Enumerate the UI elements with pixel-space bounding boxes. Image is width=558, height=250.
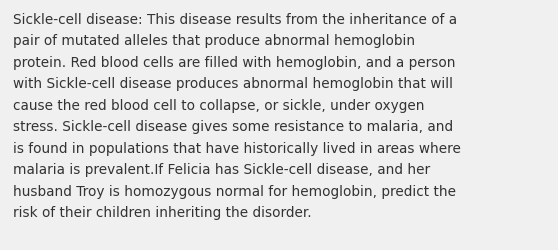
Text: protein. Red blood cells are filled with hemoglobin, and a person: protein. Red blood cells are filled with…	[13, 56, 455, 70]
Text: malaria is prevalent.If Felicia has Sickle-cell disease, and her: malaria is prevalent.If Felicia has Sick…	[13, 163, 430, 177]
Text: stress. Sickle-cell disease gives some resistance to malaria, and: stress. Sickle-cell disease gives some r…	[13, 120, 453, 134]
Text: husband Troy is homozygous normal for hemoglobin, predict the: husband Troy is homozygous normal for he…	[13, 184, 456, 198]
Text: cause the red blood cell to collapse, or sickle, under oxygen: cause the red blood cell to collapse, or…	[13, 98, 425, 112]
Text: Sickle-cell disease: This disease results from the inheritance of a: Sickle-cell disease: This disease result…	[13, 13, 457, 27]
Text: risk of their children inheriting the disorder.: risk of their children inheriting the di…	[13, 206, 311, 220]
Text: with Sickle-cell disease produces abnormal hemoglobin that will: with Sickle-cell disease produces abnorm…	[13, 77, 453, 91]
Text: is found in populations that have historically lived in areas where: is found in populations that have histor…	[13, 142, 461, 156]
Text: pair of mutated alleles that produce abnormal hemoglobin: pair of mutated alleles that produce abn…	[13, 34, 415, 48]
